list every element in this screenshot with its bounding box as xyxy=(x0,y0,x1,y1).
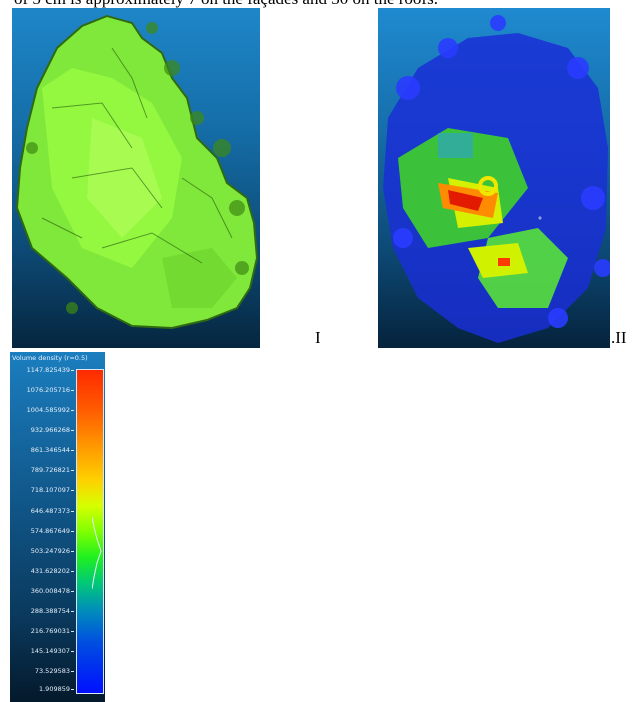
scale-tick: 932.966268 xyxy=(31,426,74,434)
scale-tick: 789.726821 xyxy=(31,466,74,474)
density-histogram xyxy=(92,517,102,589)
scale-tick: 1076.205716 xyxy=(27,386,74,394)
scale-tick: 73.529583 xyxy=(35,667,74,675)
panel-label-i: I xyxy=(315,328,321,347)
color-scale-legend: Volume density (r=0.5) 1147.825439 1076.… xyxy=(10,352,105,702)
scale-tick: 288.388754 xyxy=(31,607,74,615)
scale-tick: 503.247926 xyxy=(31,547,74,555)
scale-tick: 216.769031 xyxy=(31,627,74,635)
scale-tick: 574.867649 xyxy=(31,527,74,535)
scale-tick: 145.149307 xyxy=(31,647,74,655)
point-cloud-green-image xyxy=(15,14,259,330)
scale-tick: 718.107097 xyxy=(31,486,74,494)
point-cloud-density-image xyxy=(383,15,610,343)
scale-tick: 646.487373 xyxy=(31,507,74,515)
scale-tick: 431.628202 xyxy=(31,567,74,575)
color-scale-title: Volume density (r=0.5) xyxy=(12,354,88,362)
caption-text: of 5 cm is approximately 7 on the façade… xyxy=(14,0,438,9)
scale-tick: 1147.825439 xyxy=(27,366,74,374)
scale-tick: 360.008478 xyxy=(31,587,74,595)
scale-tick: 861.346544 xyxy=(31,446,74,454)
scale-tick: 1004.585992 xyxy=(27,406,74,414)
color-scale-bar xyxy=(76,369,104,694)
panel-label-ii: .II xyxy=(611,328,627,347)
point-cloud-view-1 xyxy=(12,8,260,348)
point-cloud-view-2 xyxy=(378,8,610,348)
scale-tick: 1.909859 xyxy=(39,685,74,693)
